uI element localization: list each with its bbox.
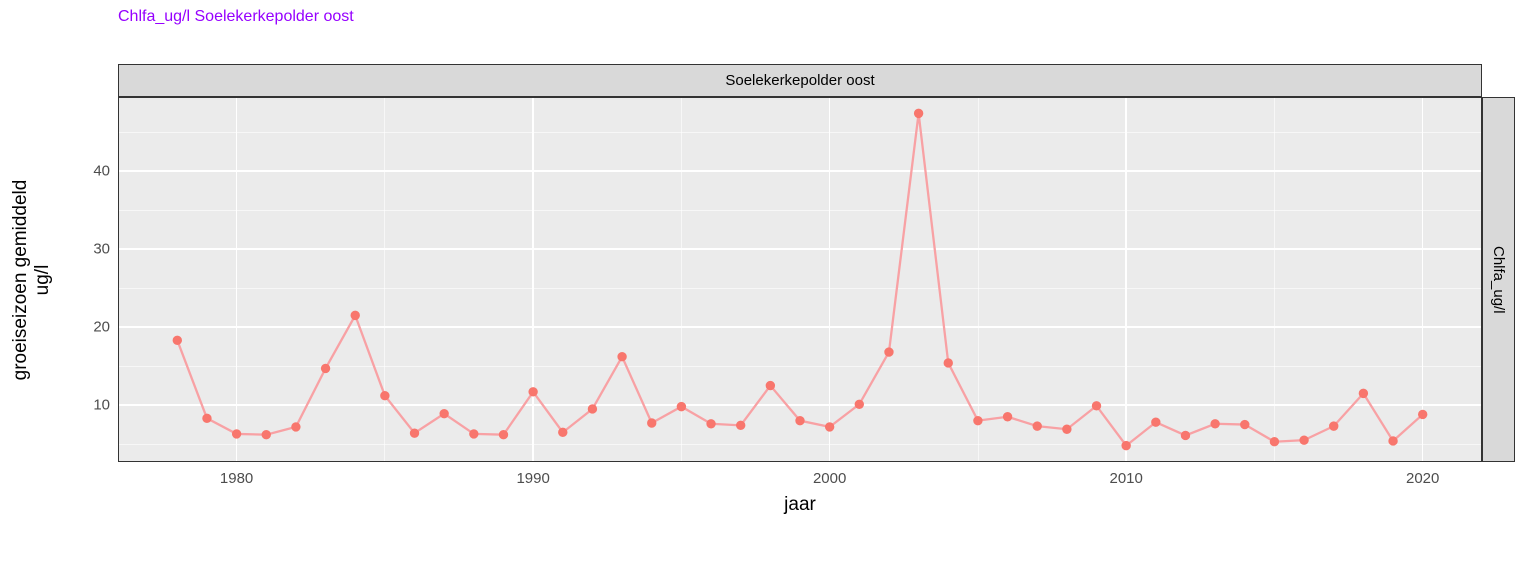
series-point (618, 353, 626, 361)
series-point (1122, 441, 1130, 449)
series-point (825, 423, 833, 431)
y-tick-label: 30 (70, 241, 110, 258)
plot-panel (118, 97, 1482, 462)
series-line (177, 113, 1422, 445)
y-tick-label: 20 (70, 319, 110, 336)
series-point (499, 431, 507, 439)
series-point (1389, 437, 1397, 445)
series-point (262, 431, 270, 439)
series-point (974, 416, 982, 424)
series-point (559, 428, 567, 436)
series-point (173, 336, 181, 344)
series-point (737, 421, 745, 429)
series-point (1241, 420, 1249, 428)
facet-strip-top-label: Soelekerkepolder oost (725, 72, 874, 89)
series-point (648, 419, 656, 427)
series-point (1300, 436, 1308, 444)
series-point (914, 109, 922, 117)
series-point (440, 409, 448, 417)
x-tick-label: 2020 (1406, 470, 1439, 487)
series-point (1211, 420, 1219, 428)
series-point (410, 429, 418, 437)
series-point (1359, 389, 1367, 397)
series-point (203, 414, 211, 422)
series-point (1033, 422, 1041, 430)
series-point (1063, 425, 1071, 433)
plot-svg (118, 97, 1482, 462)
series-point (944, 359, 952, 367)
series-point (1181, 431, 1189, 439)
series-point (766, 381, 774, 389)
series-point (1270, 438, 1278, 446)
series-point (855, 400, 863, 408)
facet-strip-right: Chlfa_ug/l (1482, 97, 1515, 462)
chart-title: Chlfa_ug/l Soelekerkepolder oost (118, 8, 354, 26)
x-tick-label: 2010 (1109, 470, 1142, 487)
series-point (677, 402, 685, 410)
facet-strip-top: Soelekerkepolder oost (118, 64, 1482, 97)
series-point (351, 311, 359, 319)
series-point (796, 416, 804, 424)
y-tick-label: 10 (70, 397, 110, 414)
x-tick-label: 2000 (813, 470, 846, 487)
x-axis-title: jaar (784, 494, 816, 516)
series-point (1330, 422, 1338, 430)
series-point (1003, 413, 1011, 421)
series-point (232, 430, 240, 438)
series-point (470, 430, 478, 438)
series-point (885, 348, 893, 356)
series-point (381, 392, 389, 400)
series-point (321, 364, 329, 372)
chart-container: Chlfa_ug/l Soelekerkepolder oost Soeleke… (0, 0, 1536, 576)
series-point (707, 420, 715, 428)
series-point (292, 423, 300, 431)
facet-strip-right-label: Chlfa_ug/l (1490, 246, 1507, 314)
series-point (1419, 410, 1427, 418)
y-axis-title: groeiseizoen gemiddeld ug/l (10, 179, 54, 380)
series-point (588, 405, 596, 413)
y-tick-label: 40 (70, 163, 110, 180)
x-tick-label: 1990 (516, 470, 549, 487)
x-tick-label: 1980 (220, 470, 253, 487)
series-point (529, 388, 537, 396)
series-point (1152, 418, 1160, 426)
series-point (1092, 402, 1100, 410)
